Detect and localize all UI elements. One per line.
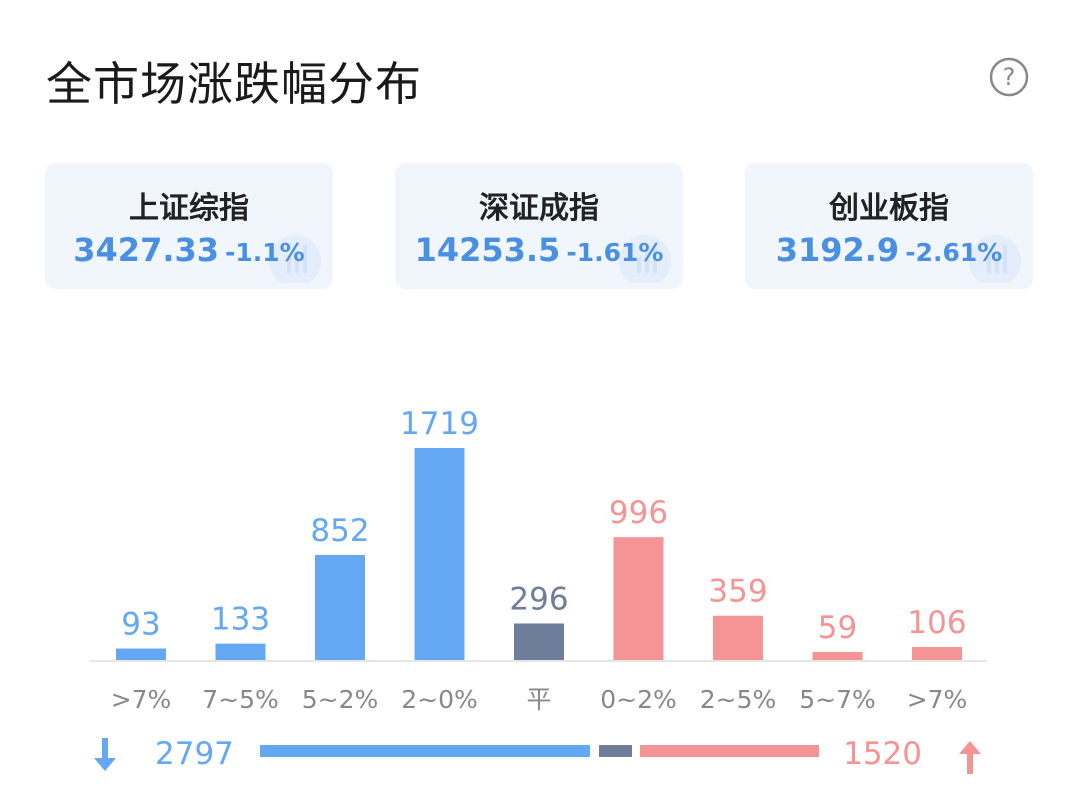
- bar-value-label: 296: [509, 581, 568, 617]
- index-change: -1.1%: [225, 238, 305, 267]
- bar-value-label: 59: [818, 610, 857, 646]
- bar-value-label: 93: [121, 607, 160, 643]
- category-tick-label: 2~5%: [700, 685, 777, 714]
- bar-value-label: 133: [211, 602, 270, 638]
- distribution-chart: 93 >7% 133 7~5% 852 5~2% 1719 2~0% 296 平 996 0~2% 35…: [90, 406, 987, 714]
- bar: [414, 448, 465, 660]
- down-ratio-bar: [260, 745, 590, 757]
- bar-value-label: 359: [708, 574, 767, 610]
- category-tick-label: 7~5%: [202, 685, 279, 714]
- arrow-up-icon: [959, 741, 981, 774]
- trend-chart-icon: [969, 235, 1021, 283]
- bar: [315, 554, 365, 660]
- bar-value-label: 1719: [400, 406, 479, 442]
- page-title: 全市场涨跌幅分布: [46, 57, 422, 111]
- category-tick-label: 5~2%: [302, 685, 379, 714]
- index-name: 创业板指: [829, 191, 949, 226]
- trend-chart-icon: [619, 235, 671, 283]
- bar-value-label: 852: [310, 513, 369, 549]
- index-change: -1.61%: [566, 238, 664, 267]
- category-tick-label: 平: [526, 685, 551, 714]
- bar: [812, 652, 863, 660]
- down-total: 2797: [155, 736, 234, 772]
- bar: [514, 623, 564, 660]
- category-tick-label: 0~2%: [600, 685, 677, 714]
- category-tick-label: >7%: [111, 685, 172, 714]
- index-value: 3192.9: [775, 231, 900, 269]
- bar: [912, 646, 962, 660]
- bar: [215, 643, 266, 660]
- index-value: 14253.5: [414, 231, 561, 269]
- trend-chart-icon: [269, 235, 321, 283]
- flat-ratio-bar: [599, 745, 632, 757]
- up-down-summary: 2797 1520: [94, 736, 981, 774]
- category-tick-label: >7%: [907, 685, 968, 714]
- index-card-sh[interactable]: 上证综指 3427.33 -1.1%: [45, 163, 333, 289]
- bar: [613, 537, 664, 660]
- bar: [116, 648, 166, 660]
- index-card-sz[interactable]: 深证成指 14253.5 -1.61%: [395, 163, 683, 289]
- category-tick-label: 5~7%: [799, 685, 876, 714]
- svg-text:?: ?: [1003, 63, 1016, 91]
- index-card-cy[interactable]: 创业板指 3192.9 -2.61%: [745, 163, 1033, 289]
- index-name: 上证综指: [129, 191, 249, 226]
- arrow-down-icon: [94, 738, 116, 771]
- question-circle-icon[interactable]: ?: [989, 57, 1029, 97]
- index-name: 深证成指: [479, 191, 599, 226]
- index-cards: 上证综指 3427.33 -1.1% 深证成指 14253.5 -1.61% 创业板…: [45, 163, 1033, 289]
- category-tick-label: 2~0%: [401, 685, 478, 714]
- index-value: 3427.33: [73, 231, 220, 269]
- bar-value-label: 106: [907, 605, 966, 641]
- bar-value-label: 996: [609, 495, 668, 531]
- up-ratio-bar: [640, 745, 819, 757]
- bar: [713, 615, 763, 660]
- index-change: -2.61%: [905, 238, 1003, 267]
- up-total: 1520: [843, 736, 922, 772]
